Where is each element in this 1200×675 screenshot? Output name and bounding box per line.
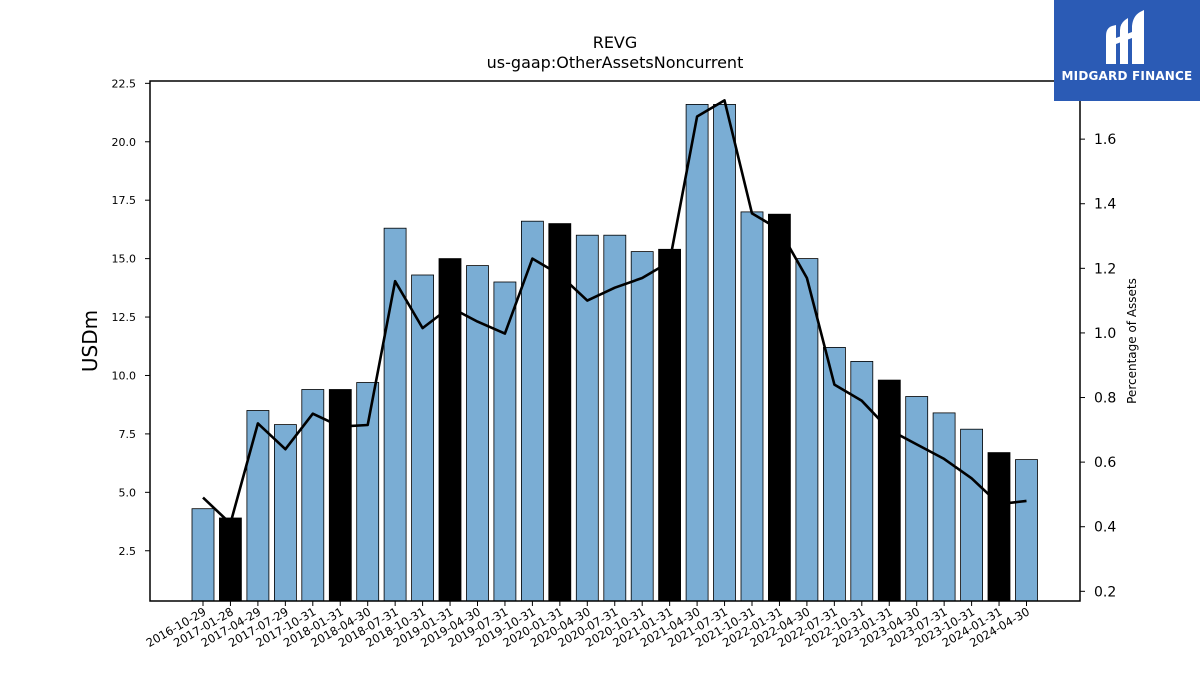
bar-2018-10-31 bbox=[411, 274, 435, 602]
y-tick-label: 2.5 bbox=[119, 545, 137, 558]
brand-name: MIDGARD FINANCE bbox=[1061, 69, 1193, 83]
bar-2020-10-31 bbox=[630, 251, 654, 602]
y2-tick-label: 1.2 bbox=[1094, 261, 1116, 277]
y2-tick-label: 0.4 bbox=[1094, 520, 1116, 536]
bar-2018-01-31 bbox=[328, 389, 352, 602]
line-series bbox=[202, 99, 1027, 525]
bar-2023-01-31 bbox=[877, 379, 901, 602]
bar-2017-04-29 bbox=[246, 410, 270, 602]
y-tick-label: 22.5 bbox=[112, 77, 137, 90]
bar-2016-10-29 bbox=[191, 508, 215, 602]
y-tick-label: 5.0 bbox=[119, 486, 137, 499]
y-axis-label: USDm bbox=[78, 310, 102, 372]
y2-tick-label: 1.4 bbox=[1094, 197, 1116, 213]
bar-2020-01-31 bbox=[548, 223, 572, 602]
bar-2024-01-31 bbox=[987, 452, 1011, 602]
brand-mark-icon bbox=[1106, 10, 1144, 64]
bar-2017-10-31 bbox=[301, 389, 325, 602]
brand-logo: MIDGARD FINANCE bbox=[1054, 0, 1200, 101]
y2-axis-label: Percentage of Assets bbox=[1125, 278, 1139, 404]
y-tick-label: 17.5 bbox=[112, 194, 137, 207]
bar-2017-07-29 bbox=[273, 424, 297, 602]
y-tick-label: 12.5 bbox=[112, 311, 137, 324]
bar-2021-10-31 bbox=[740, 211, 764, 602]
bar-2022-01-31 bbox=[768, 213, 791, 602]
bar-2020-04-30 bbox=[575, 234, 599, 602]
y2-tick-label: 1.0 bbox=[1094, 326, 1116, 342]
y2-tick-label: 0.8 bbox=[1094, 391, 1116, 407]
bar-2024-04-30 bbox=[1015, 459, 1038, 602]
bar-2019-04-30 bbox=[466, 265, 489, 602]
bar-2018-04-30 bbox=[356, 382, 380, 602]
y-tick-label: 7.5 bbox=[119, 428, 137, 441]
bar-2021-04-30 bbox=[685, 104, 709, 602]
bar-2023-04-30 bbox=[905, 396, 929, 602]
bar-2021-01-31 bbox=[658, 248, 681, 602]
y-tick-label: 10.0 bbox=[112, 369, 137, 382]
y-tick-label: 20.0 bbox=[112, 136, 137, 149]
chart-subtitle: us-gaap:OtherAssetsNoncurrent bbox=[487, 53, 744, 72]
bar-2023-10-31 bbox=[960, 428, 983, 602]
line-percentage-of-assets bbox=[202, 99, 1027, 525]
bar-2017-01-28 bbox=[218, 517, 242, 602]
bars bbox=[191, 104, 1038, 602]
y2-tick-label: 0.2 bbox=[1094, 584, 1116, 600]
bar-2021-07-31 bbox=[713, 104, 736, 602]
y2-tick-label: 0.6 bbox=[1094, 455, 1116, 471]
y2-tick-label: 1.6 bbox=[1094, 132, 1116, 148]
y-tick-label: 15.0 bbox=[112, 253, 137, 266]
chart-title: REVG bbox=[593, 33, 638, 52]
bar-2023-07-31 bbox=[932, 412, 956, 602]
